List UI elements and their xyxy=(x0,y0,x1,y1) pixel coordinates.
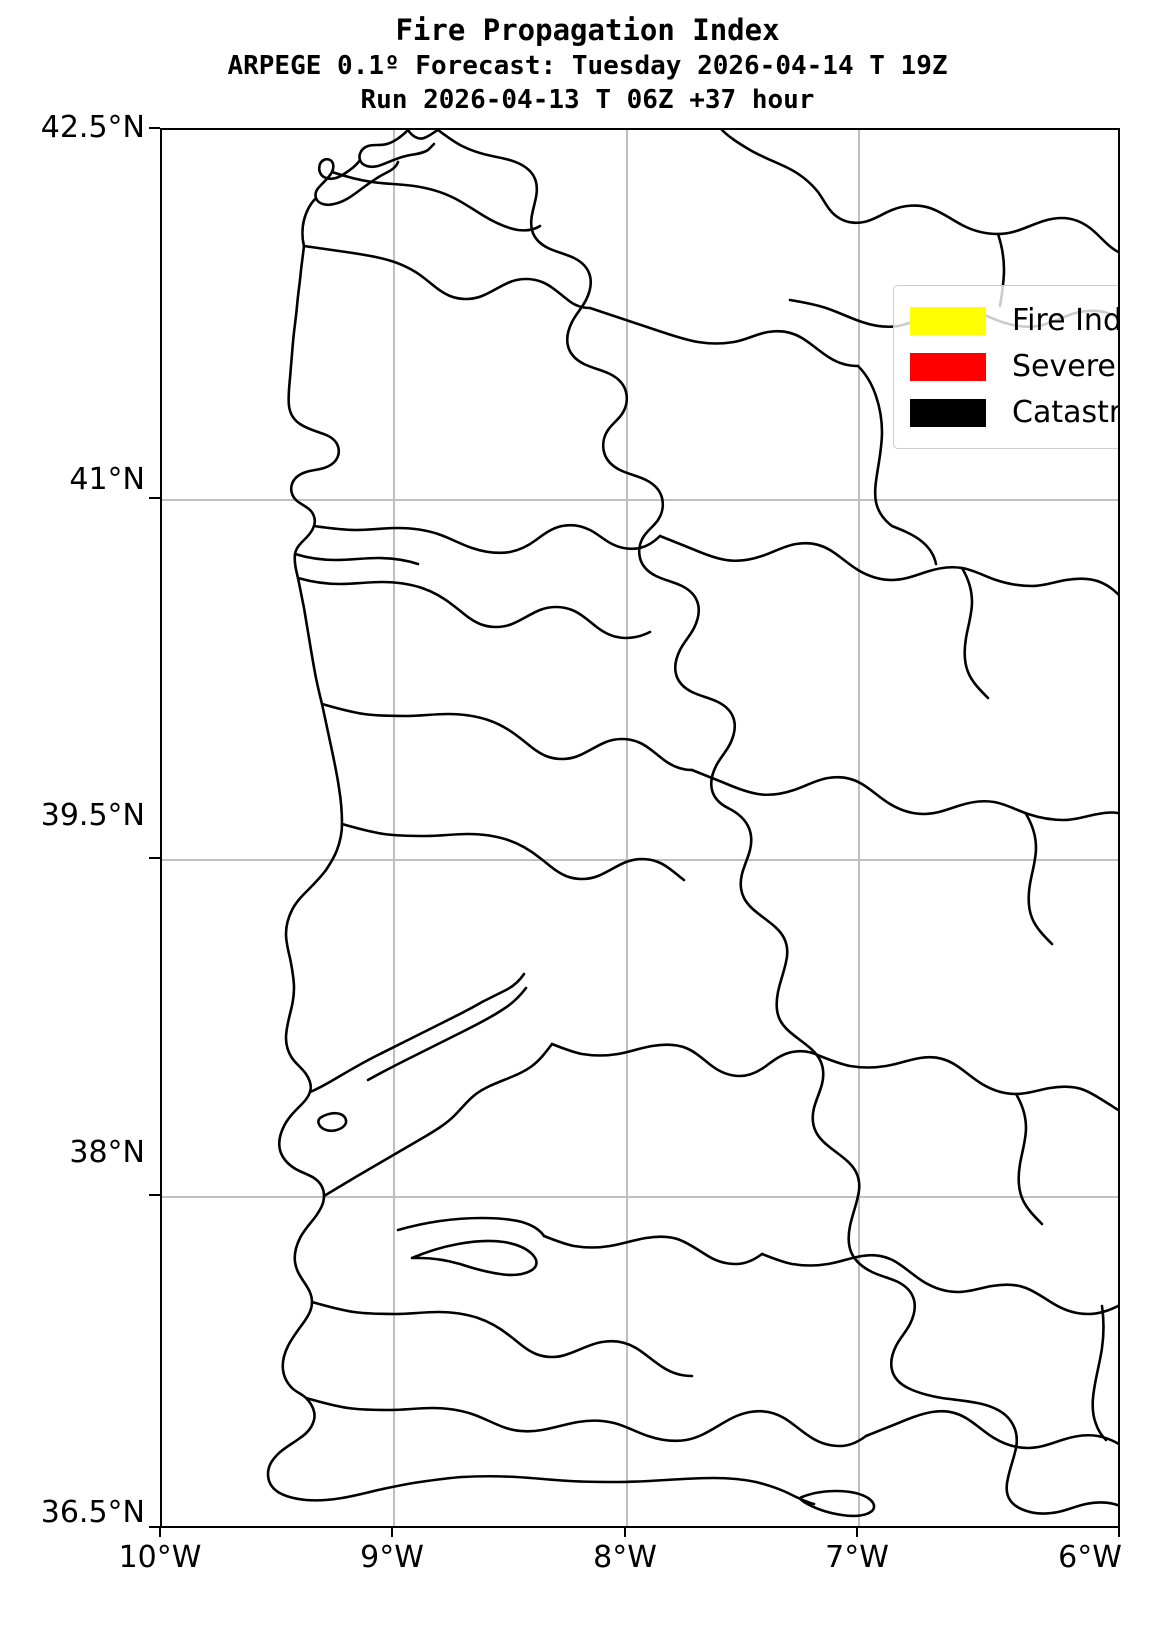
district-border-algarve xyxy=(304,1396,868,1448)
district-border-minho xyxy=(330,170,542,232)
spain-border-extra-east-1 xyxy=(960,566,990,700)
ytick-label-39-5: 39.5°N xyxy=(40,798,145,833)
legend-label-catastrophic: Catastrophic xyxy=(1012,395,1120,430)
legend-item-fire-index[interactable]: Fire Index xyxy=(910,298,1118,344)
district-border-beira-alta xyxy=(312,523,662,555)
spain-border-leon xyxy=(588,306,860,368)
district-border-lisboa-setubal xyxy=(550,1042,822,1078)
border-portugal-spain-north xyxy=(436,130,648,482)
legend-label-fire-index: Fire Index xyxy=(1012,303,1118,338)
spain-border-galicia-asturias xyxy=(720,130,1118,254)
xtick-mark-10w xyxy=(159,1526,162,1537)
spain-border-salamanca-caceres xyxy=(690,768,1118,822)
district-border-alentejo-n xyxy=(542,1234,764,1266)
legend-swatch-severe xyxy=(910,353,986,381)
spain-border-caceres-badajoz xyxy=(818,1054,1118,1112)
map-canvas xyxy=(162,130,1118,1526)
xtick-label-6w: 6°W xyxy=(1058,1540,1122,1575)
faro-lagoon xyxy=(798,1489,876,1518)
legend-item-severe[interactable]: Severe xyxy=(910,344,1118,390)
border-portugal-spain-south xyxy=(726,806,1032,1514)
ytick-mark-36-5 xyxy=(149,1526,160,1529)
ytick-label-41: 41°N xyxy=(69,462,145,497)
sado-estuary xyxy=(396,1216,546,1238)
page-title: Fire Propagation Index xyxy=(395,13,780,47)
estuary-inner-island xyxy=(317,1111,348,1133)
spain-coastline-gulf-cadiz xyxy=(1028,1501,1118,1515)
spain-border-badajoz-huelva xyxy=(760,1252,1118,1316)
xtick-label-9w: 9°W xyxy=(360,1540,424,1575)
legend-label-severe: Severe xyxy=(1012,349,1116,384)
district-border-beira-baixa xyxy=(293,552,420,566)
spain-border-extra-east-4 xyxy=(1091,1304,1108,1442)
xtick-mark-8w xyxy=(624,1526,627,1537)
district-border-alentejo-s xyxy=(310,1300,694,1378)
title-block: Fire Propagation Index ARPEGE 0.1º Forec… xyxy=(0,0,1175,117)
xtick-label-8w: 8°W xyxy=(593,1540,657,1575)
spain-border-extra-ne2 xyxy=(890,524,938,566)
ytick-label-36-5: 36.5°N xyxy=(40,1495,145,1530)
ytick-mark-41 xyxy=(149,497,160,500)
xtick-mark-9w xyxy=(391,1526,394,1537)
district-border-ribatejo xyxy=(340,822,686,882)
map-plot-area[interactable]: Fire Index Severe Catastrophic xyxy=(160,128,1120,1528)
estuary-narrow-channel xyxy=(366,986,528,1082)
xtick-label-7w: 7°W xyxy=(825,1540,889,1575)
ytick-label-38: 38°N xyxy=(69,1135,145,1170)
subtitle-forecast: ARPEGE 0.1º Forecast: Tuesday 2026-04-14… xyxy=(227,51,948,81)
subtitle-run: Run 2026-04-13 T 06Z +37 hour xyxy=(360,85,815,115)
xtick-mark-6w xyxy=(1118,1526,1121,1537)
ytick-mark-42-5 xyxy=(149,127,160,130)
ytick-mark-38 xyxy=(149,1194,160,1197)
spain-border-huelva-sevilla xyxy=(864,1409,1118,1450)
map-legend[interactable]: Fire Index Severe Catastrophic xyxy=(893,285,1120,449)
spain-border-extra-ne xyxy=(856,364,894,528)
xtick-mark-7w xyxy=(856,1526,859,1537)
legend-item-catastrophic[interactable]: Catastrophic xyxy=(910,390,1120,436)
district-border-estremadura-n xyxy=(320,702,694,772)
coastline-atlantic xyxy=(266,130,816,1506)
district-border-douro xyxy=(302,244,592,310)
spain-border-extra-east-3 xyxy=(1014,1092,1044,1226)
ytick-label-42-5: 42.5°N xyxy=(40,110,145,145)
gridlines xyxy=(162,130,1118,1526)
legend-swatch-catastrophic xyxy=(910,399,986,427)
ytick-mark-39-5 xyxy=(149,857,160,860)
xtick-label-10w: 10°W xyxy=(118,1540,202,1575)
tagus-estuary xyxy=(308,972,526,1094)
sado-spit xyxy=(410,1239,538,1277)
legend-swatch-fire-index xyxy=(910,307,986,335)
tagus-estuary-south-shore xyxy=(322,1042,554,1198)
spain-border-zamora-salamanca xyxy=(658,534,1118,596)
district-border-centro-1 xyxy=(296,576,652,640)
map-boundaries xyxy=(266,130,1118,1518)
spain-border-extra-east-2 xyxy=(1024,812,1054,946)
border-portugal-spain-central xyxy=(637,478,737,810)
